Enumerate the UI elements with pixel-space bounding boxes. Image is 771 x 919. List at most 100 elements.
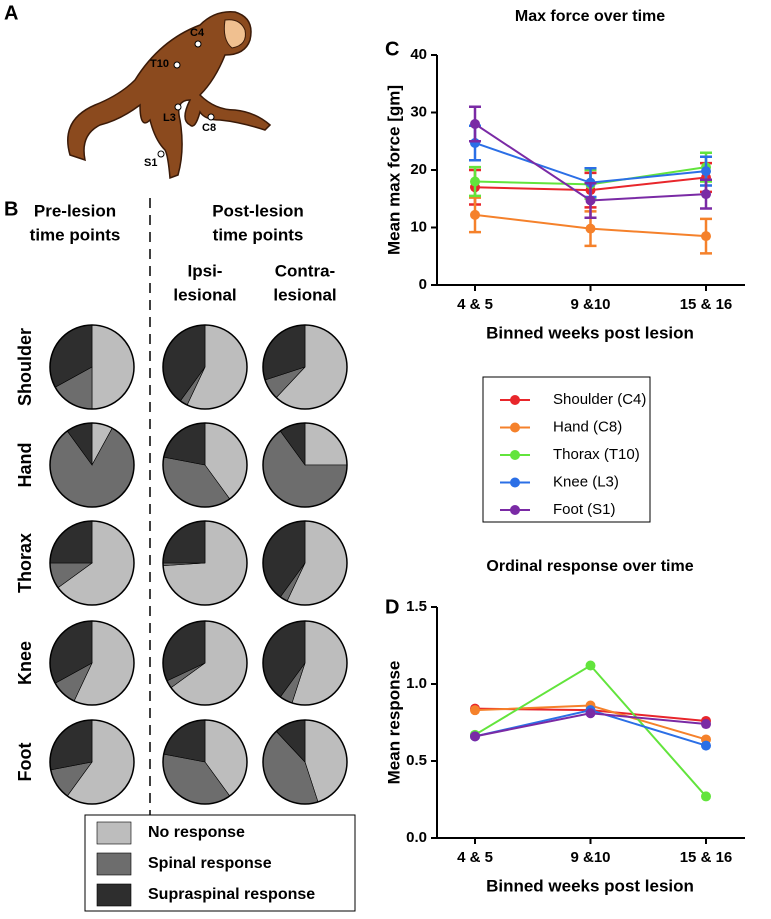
y-tick-label: 1.5	[406, 598, 427, 615]
data-point	[470, 731, 480, 742]
row-label: Foot	[15, 743, 35, 782]
data-point	[470, 119, 480, 129]
y-tick-label: 0.5	[406, 752, 427, 769]
data-point	[701, 719, 711, 730]
column-group-header: Post-lesion	[212, 201, 304, 220]
row-label: Hand	[15, 443, 35, 488]
pie-outline	[262, 324, 348, 410]
data-point	[470, 176, 480, 187]
pie-outline	[49, 719, 135, 805]
pie-outline	[49, 324, 135, 410]
column-header: lesional	[173, 285, 236, 304]
y-tick-label: 10	[410, 218, 427, 235]
legend-marker	[510, 422, 520, 433]
data-point	[470, 705, 480, 716]
site-dot	[194, 40, 202, 48]
row-label: Shoulder	[15, 328, 35, 406]
column-header: Contra-	[275, 261, 335, 280]
x-axis-label: Binned weeks post lesion	[486, 323, 694, 342]
y-tick-label: 30	[410, 103, 427, 120]
y-tick-label: 0.0	[406, 829, 427, 846]
column-header: lesional	[273, 285, 336, 304]
data-point	[585, 660, 596, 671]
row-label: Thorax	[15, 533, 35, 593]
legend-label: Foot (S1)	[553, 501, 616, 518]
y-axis-label: Mean response	[384, 661, 403, 785]
pie-outline	[162, 719, 248, 805]
data-point	[701, 791, 711, 802]
site-label: C8	[202, 122, 216, 134]
data-point	[470, 209, 480, 220]
legend-marker	[510, 450, 520, 460]
legend-label: No response	[148, 824, 245, 841]
legend-label: Hand (C8)	[553, 418, 622, 435]
legend-label: Spinal response	[148, 855, 272, 872]
data-point	[701, 166, 711, 177]
data-point	[585, 195, 596, 206]
column-group-header: time points	[30, 225, 121, 244]
pie-outline	[162, 620, 248, 706]
data-point	[701, 231, 711, 242]
x-tick-label: 9 &10	[570, 296, 610, 313]
chart-title: Ordinal response over time	[486, 558, 693, 575]
pie-outline	[49, 620, 135, 706]
column-header: Ipsi-	[188, 261, 223, 280]
pie-outline	[162, 324, 248, 410]
data-point	[701, 189, 711, 200]
legend-label: Thorax (T10)	[553, 446, 640, 463]
legend-swatch	[96, 883, 132, 907]
x-tick-label: 15 & 16	[680, 296, 733, 313]
legend-marker	[510, 395, 520, 405]
row-label: Knee	[15, 641, 35, 685]
pie-outline	[49, 422, 135, 508]
y-tick-label: 1.0	[406, 675, 427, 692]
pie-outline	[262, 520, 348, 606]
legend-marker	[510, 477, 520, 488]
pie-outline	[162, 422, 248, 508]
data-point	[585, 708, 596, 719]
y-tick-label: 40	[410, 46, 427, 63]
x-tick-label: 4 & 5	[457, 849, 493, 866]
column-group-header: time points	[213, 225, 304, 244]
y-tick-label: 20	[410, 161, 427, 178]
site-dot	[207, 113, 215, 121]
y-axis-label: Mean max force [gm]	[384, 85, 403, 255]
legend-swatch	[96, 852, 132, 876]
series-line	[474, 664, 707, 798]
site-label: L3	[163, 112, 176, 124]
pie-slice	[49, 719, 93, 771]
legend-label: Supraspinal response	[148, 886, 315, 903]
site-label: S1	[144, 157, 157, 169]
panel-label: A	[4, 2, 18, 24]
panel-label: D	[385, 596, 399, 618]
pie-outline	[262, 620, 348, 706]
legend-label: Shoulder (C4)	[553, 391, 646, 408]
panel-label: C	[385, 38, 399, 60]
site-dot	[157, 150, 165, 158]
monkey-illustration: C4 T10 L3 C8 S1	[67, 11, 272, 180]
x-tick-label: 4 & 5	[457, 296, 493, 313]
pie-slice	[91, 324, 135, 410]
legend-marker	[510, 505, 520, 515]
site-label: C4	[190, 27, 205, 39]
legend-label: Knee (L3)	[553, 473, 619, 490]
data-point	[701, 740, 711, 751]
x-tick-label: 15 & 16	[680, 849, 733, 866]
column-group-header: Pre-lesion	[34, 201, 116, 220]
monkey-body	[67, 11, 272, 180]
panel-label: B	[4, 198, 18, 220]
monkey-face	[223, 19, 246, 49]
x-tick-label: 9 &10	[570, 849, 610, 866]
site-label: T10	[150, 58, 169, 70]
pie-outline	[49, 520, 135, 606]
site-dot	[173, 61, 181, 69]
data-point	[585, 223, 596, 234]
legend-swatch	[96, 821, 132, 845]
x-axis-label: Binned weeks post lesion	[486, 876, 694, 895]
y-tick-label: 0	[419, 276, 427, 293]
pie-outline	[262, 719, 348, 805]
pie-outline	[262, 422, 348, 508]
site-dot	[174, 103, 182, 111]
chart-title: Max force over time	[515, 8, 665, 25]
